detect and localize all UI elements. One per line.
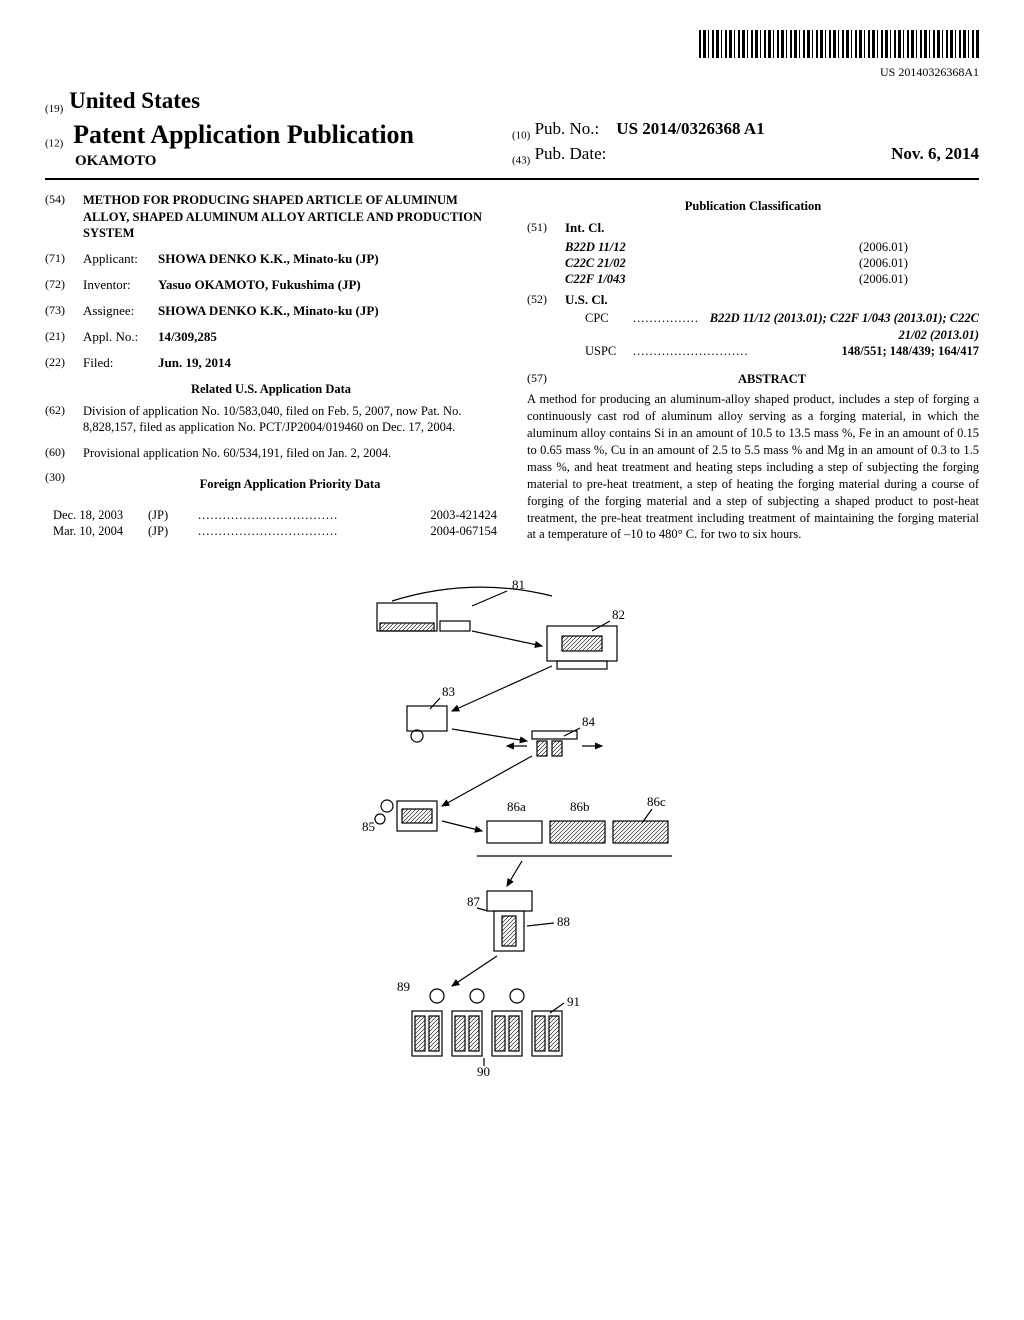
- intcl-num: (51): [527, 220, 565, 237]
- assignee-value: SHOWA DENKO K.K., Minato-ku (JP): [158, 303, 497, 320]
- priority-dots: ..................................: [198, 523, 424, 539]
- intcl-label: Int. Cl.: [565, 220, 604, 235]
- priority-date: Dec. 18, 2003: [53, 507, 148, 523]
- priority-cc: (JP): [148, 523, 198, 539]
- cpc-dots: ................: [633, 310, 699, 343]
- svg-text:89: 89: [397, 979, 410, 994]
- svg-text:85: 85: [362, 819, 375, 834]
- svg-text:87: 87: [467, 894, 481, 909]
- abstract-text: A method for producing an aluminum-alloy…: [527, 391, 979, 543]
- barcode-text: US 20140326368A1: [45, 65, 979, 81]
- cpc-label: CPC: [585, 310, 633, 343]
- pub-title-text: Patent Application Publication: [73, 120, 414, 149]
- classification-header: Publication Classification: [527, 198, 979, 214]
- horizontal-rule: [45, 178, 979, 180]
- intcl-code: C22F 1/043: [565, 271, 859, 287]
- cpc-line: CPC ................ B22D 11/12 (2013.01…: [585, 310, 979, 343]
- pubdate-label: Pub. Date:: [535, 144, 607, 163]
- svg-text:90: 90: [477, 1064, 490, 1079]
- applicant-value: SHOWA DENKO K.K., Minato-ku (JP): [158, 251, 497, 268]
- priority-dots: ..................................: [198, 507, 424, 523]
- div-text: Division of application No. 10/583,040, …: [83, 403, 497, 436]
- prov-text: Provisional application No. 60/534,191, …: [83, 445, 497, 461]
- left-column: (54) METHOD FOR PRODUCING SHAPED ARTICLE…: [45, 192, 497, 544]
- us-title-text: United States: [69, 88, 200, 113]
- uspc-value: 148/551; 148/439; 164/417: [749, 343, 980, 359]
- barcode-block: US 20140326368A1: [45, 30, 979, 80]
- assignee-num: (73): [45, 303, 83, 320]
- applno-num: (21): [45, 329, 83, 346]
- pubdate-value: Nov. 6, 2014: [891, 143, 979, 168]
- assignee-label: Assignee:: [83, 303, 158, 320]
- cpc-value: B22D 11/12 (2013.01); C22F 1/043 (2013.0…: [699, 310, 979, 343]
- right-column: Publication Classification (51) Int. Cl.…: [527, 192, 979, 544]
- intcl-row: C22C 21/02 (2006.01): [565, 255, 979, 271]
- uspc-label: USPC: [585, 343, 633, 359]
- svg-text:83: 83: [442, 684, 455, 699]
- header-inventor: OKAMOTO: [45, 152, 512, 172]
- intcl-code: B22D 11/12: [565, 239, 859, 255]
- pub-title: Patent Application Publication: [67, 120, 414, 149]
- pubno-label: Pub. No.:: [535, 119, 600, 138]
- intcl-row: C22F 1/043 (2006.01): [565, 271, 979, 287]
- intcl-ver: (2006.01): [859, 255, 979, 271]
- uscl-num: (52): [527, 292, 565, 309]
- div-num: (62): [45, 403, 83, 436]
- priority-row: Mar. 10, 2004 (JP) .....................…: [53, 523, 497, 539]
- pubno-prefix: (10): [512, 130, 530, 142]
- filed-num: (22): [45, 355, 83, 372]
- intcl-ver: (2006.01): [859, 271, 979, 287]
- svg-text:91: 91: [567, 994, 580, 1009]
- uspc-dots: ............................: [633, 343, 749, 359]
- pub-prefix: (12): [45, 138, 63, 150]
- prov-num: (60): [45, 445, 83, 461]
- svg-text:84: 84: [582, 714, 596, 729]
- abstract-header: ABSTRACT: [565, 371, 979, 387]
- svg-text:86c: 86c: [647, 794, 666, 809]
- applno-value: 14/309,285: [158, 329, 497, 346]
- us-prefix: (19): [45, 102, 63, 116]
- intcl-code: C22C 21/02: [565, 255, 859, 271]
- svg-text:86b: 86b: [570, 799, 590, 814]
- priority-date: Mar. 10, 2004: [53, 523, 148, 539]
- inventor-num: (72): [45, 277, 83, 294]
- filed-value: Jun. 19, 2014: [158, 355, 497, 372]
- intcl-ver: (2006.01): [859, 239, 979, 255]
- inventor-label: Inventor:: [83, 277, 158, 294]
- related-header: Related U.S. Application Data: [45, 381, 497, 397]
- priority-num: 2004-067154: [424, 523, 497, 539]
- intcl-row: B22D 11/12 (2006.01): [565, 239, 979, 255]
- invention-title: METHOD FOR PRODUCING SHAPED ARTICLE OF A…: [83, 192, 497, 243]
- us-title: United States: [63, 86, 200, 116]
- filed-label: Filed:: [83, 355, 158, 372]
- inventor-value: Yasuo OKAMOTO, Fukushima (JP): [158, 277, 497, 294]
- applno-label: Appl. No.:: [83, 329, 158, 346]
- priority-num: 2003-421424: [424, 507, 497, 523]
- svg-text:88: 88: [557, 914, 570, 929]
- title-num: (54): [45, 192, 83, 243]
- svg-text:82: 82: [612, 607, 625, 622]
- foreign-num: (30): [45, 470, 83, 498]
- uspc-line: USPC ............................ 148/55…: [585, 343, 979, 359]
- priority-row: Dec. 18, 2003 (JP) .....................…: [53, 507, 497, 523]
- pubno-value: US 2014/0326368 A1: [616, 119, 764, 138]
- svg-text:86a: 86a: [507, 799, 526, 814]
- applicant-num: (71): [45, 251, 83, 268]
- applicant-label: Applicant:: [83, 251, 158, 268]
- barcode-graphic: [699, 30, 979, 58]
- abstract-num: (57): [527, 371, 565, 387]
- priority-cc: (JP): [148, 507, 198, 523]
- foreign-header: Foreign Application Priority Data: [83, 476, 497, 492]
- figure-diagram: 81 82 83 84: [45, 571, 979, 1096]
- uscl-label: U.S. Cl.: [565, 292, 608, 307]
- svg-text:81: 81: [512, 577, 525, 592]
- pubdate-prefix: (43): [512, 154, 530, 166]
